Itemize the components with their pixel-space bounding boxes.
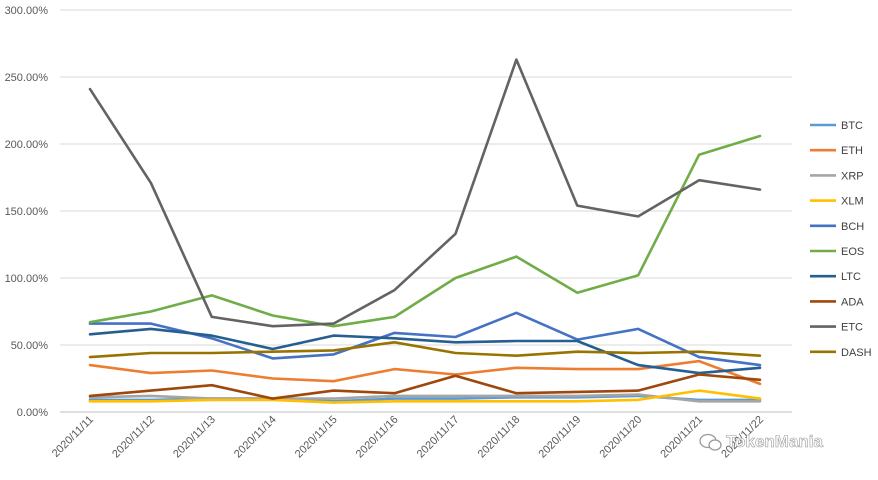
legend-label-eth: ETH bbox=[841, 145, 863, 157]
x-tick-label: 2020/11/18 bbox=[476, 414, 523, 461]
series-line-ltc bbox=[88, 327, 762, 375]
y-tick-label: 300.00% bbox=[5, 5, 49, 17]
legend-label-btc: BTC bbox=[841, 120, 863, 132]
y-tick-label: 0.00% bbox=[17, 407, 48, 419]
gridlines bbox=[60, 9, 792, 413]
y-tick-label: 200.00% bbox=[5, 139, 49, 151]
legend-label-dash: DASH bbox=[841, 347, 872, 359]
series-line-xlm bbox=[88, 389, 762, 404]
x-tick-label: 2020/11/16 bbox=[354, 414, 401, 461]
y-axis: 0.00% 50.00% 100.00% 150.00% 200.00% 250.00% 3… bbox=[5, 5, 49, 419]
legend: BTC ETH XRP XLM BCH EOS LTC ADA ETC DASH bbox=[810, 120, 872, 359]
legend-label-ada: ADA bbox=[841, 296, 864, 308]
series-line-eth bbox=[88, 359, 762, 386]
series-line-eos bbox=[88, 134, 762, 328]
x-tick-label: 2020/11/14 bbox=[232, 414, 279, 461]
series-lines bbox=[88, 58, 762, 404]
y-tick-label: 100.00% bbox=[5, 273, 49, 285]
x-tick-label: 2020/11/19 bbox=[537, 414, 584, 461]
x-tick-label: 2020/11/15 bbox=[293, 414, 340, 461]
legend-label-bch: BCH bbox=[841, 221, 864, 233]
x-tick-label: 2020/11/12 bbox=[110, 414, 157, 461]
series-line-xrp bbox=[88, 393, 762, 403]
y-tick-label: 150.00% bbox=[5, 206, 49, 218]
x-axis: 2020/11/11 2020/11/12 2020/11/13 2020/11/14… bbox=[50, 414, 766, 461]
series-line-etc bbox=[88, 58, 762, 328]
legend-label-xlm: XLM bbox=[841, 196, 864, 208]
y-tick-label: 250.00% bbox=[5, 72, 49, 84]
legend-label-xrp: XRP bbox=[841, 170, 864, 182]
x-tick-label: 2020/11/17 bbox=[415, 414, 462, 461]
series-line-ada bbox=[88, 373, 762, 400]
x-tick-label: 2020/11/20 bbox=[597, 414, 644, 461]
watermark-text: TokenMania bbox=[726, 432, 824, 451]
x-tick-label: 2020/11/11 bbox=[50, 414, 96, 460]
x-tick-label: 2020/11/21 bbox=[658, 414, 705, 461]
series-line-bch bbox=[88, 311, 762, 367]
y-tick-label: 50.00% bbox=[11, 340, 49, 352]
x-tick-label: 2020/11/13 bbox=[171, 414, 218, 461]
legend-label-eos: EOS bbox=[841, 246, 864, 258]
watermark: TokenMania bbox=[699, 432, 824, 451]
series-line-dash bbox=[88, 340, 762, 359]
wechat-icon bbox=[699, 433, 722, 451]
legend-label-ltc: LTC bbox=[841, 271, 861, 283]
legend-label-etc: ETC bbox=[841, 322, 863, 334]
